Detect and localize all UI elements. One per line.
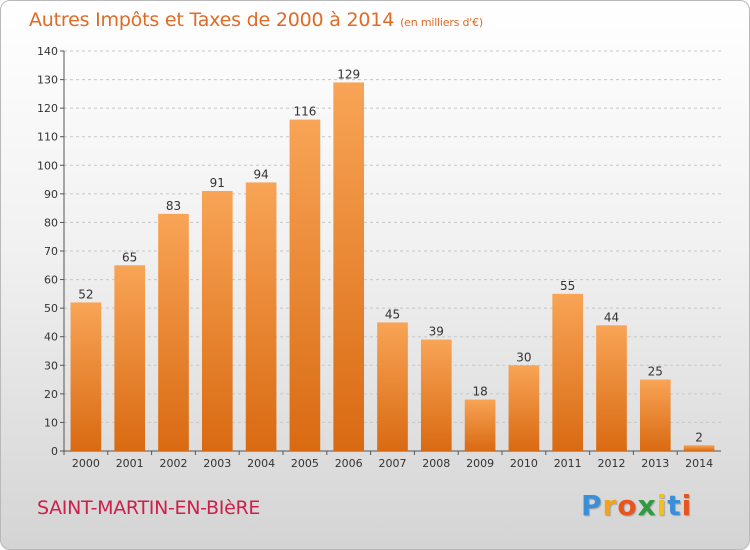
x-tick-label: 2000 [72, 457, 100, 470]
y-tick-label: 20 [44, 388, 58, 401]
y-tick-label: 80 [44, 216, 58, 229]
data-label: 52 [78, 287, 93, 301]
bar [201, 191, 233, 451]
chart-title: Autres Impôts et Taxes de 2000 à 2014 (en… [29, 9, 483, 31]
data-label: 65 [122, 250, 137, 264]
chart-subtitle: (en milliers d'€) [400, 16, 483, 29]
y-tick-label: 140 [37, 45, 58, 58]
bar [333, 82, 365, 451]
x-tick-label: 2011 [554, 457, 582, 470]
title-text: Autres Impôts et Taxes de 2000 à 2014 [29, 9, 395, 31]
x-tick-label: 2004 [247, 457, 275, 470]
x-tick-label: 2002 [160, 457, 188, 470]
proxiti-logo[interactable]: Proxiti [581, 489, 692, 522]
logo-letter: r [602, 489, 618, 522]
bar [552, 293, 584, 451]
bar [508, 365, 540, 451]
data-label: 129 [337, 67, 360, 81]
labels: 0 10 20 30 40 50 60 70 80 90 100 110 120 130 140 52 2000… [37, 45, 713, 470]
y-tick-label: 100 [37, 159, 58, 172]
bar [114, 265, 146, 451]
x-tick-label: 2013 [641, 457, 669, 470]
y-tick-label: 110 [37, 131, 58, 144]
bar [245, 182, 277, 451]
data-label: 91 [210, 176, 225, 190]
x-tick-label: 2012 [598, 457, 626, 470]
x-tick-label: 2005 [291, 457, 319, 470]
data-label: 18 [472, 385, 487, 399]
logo-letter: i [681, 489, 693, 522]
logo-letter: x [637, 489, 657, 522]
bar [639, 379, 671, 451]
data-label: 39 [429, 325, 444, 339]
bar [289, 119, 321, 452]
bar [683, 445, 715, 451]
data-label: 94 [253, 167, 268, 181]
x-tick-label: 2003 [203, 457, 231, 470]
bar [158, 213, 189, 451]
logo-letter: i [656, 489, 668, 522]
x-tick-label: 2006 [335, 457, 363, 470]
bars [70, 82, 715, 452]
data-label: 44 [604, 310, 619, 324]
y-tick-label: 130 [37, 74, 58, 87]
y-tick-label: 30 [44, 359, 58, 372]
y-tick-label: 10 [44, 416, 58, 429]
bar [377, 322, 408, 451]
x-tick-label: 2007 [379, 457, 407, 470]
data-label: 116 [293, 105, 316, 119]
y-tick-label: 70 [44, 245, 58, 258]
x-tick-label: 2010 [510, 457, 538, 470]
logo-letter: o [617, 489, 638, 522]
bar [464, 399, 496, 451]
data-label: 2 [695, 430, 703, 444]
bar [420, 339, 452, 451]
data-label: 25 [648, 365, 663, 379]
logo-letter: t [667, 489, 682, 522]
data-label: 45 [385, 307, 400, 321]
y-tick-label: 40 [44, 331, 58, 344]
data-label: 55 [560, 279, 575, 293]
town-name: SAINT-MARTIN-EN-BIèRE [37, 497, 261, 519]
logo-letter: P [581, 489, 603, 522]
bar [596, 325, 627, 451]
x-tick-label: 2014 [685, 457, 713, 470]
y-tick-label: 0 [51, 445, 58, 458]
y-tick-label: 60 [44, 274, 58, 287]
y-tick-label: 90 [44, 188, 58, 201]
x-tick-label: 2009 [466, 457, 494, 470]
y-tick-label: 120 [37, 102, 58, 115]
bar [70, 302, 102, 451]
data-label: 30 [516, 350, 531, 364]
x-tick-label: 2008 [422, 457, 450, 470]
x-tick-label: 2001 [116, 457, 144, 470]
y-tick-label: 50 [44, 302, 58, 315]
data-label: 83 [166, 199, 181, 213]
